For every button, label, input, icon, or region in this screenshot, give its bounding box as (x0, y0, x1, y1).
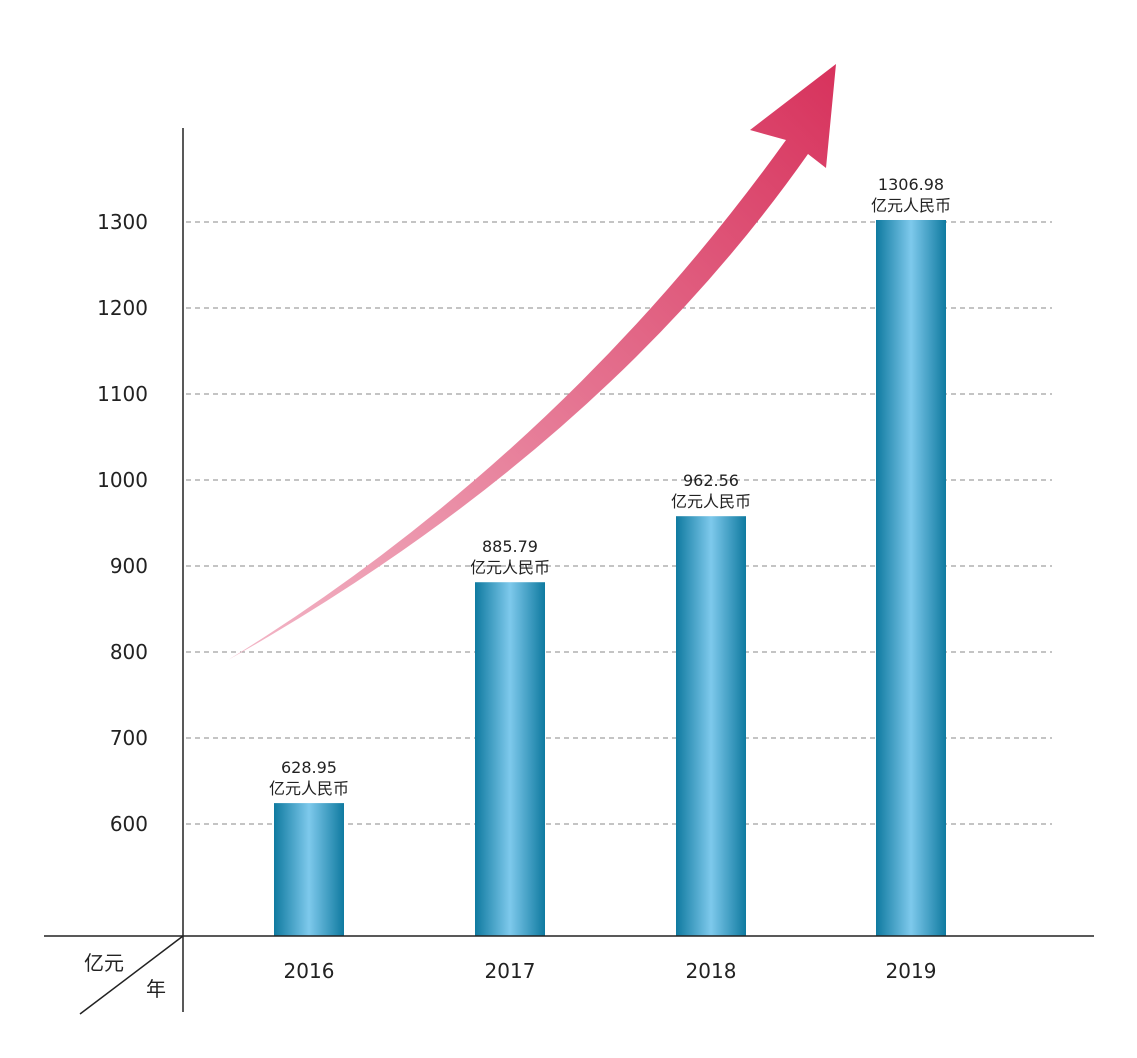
data-label-unit: 亿元人民币 (671, 492, 751, 511)
bars (274, 219, 946, 936)
y-tick-label: 1100 (97, 382, 148, 406)
y-tick-labels: 600 700 800 900 1000 1100 1200 1300 (97, 210, 148, 836)
y-axis-unit-label: 亿元 (84, 951, 124, 975)
x-tick-label-2018: 2018 (686, 959, 737, 983)
x-tick-labels: 2016 2017 2018 2019 (284, 959, 937, 983)
data-label-value: 962.56 (683, 471, 739, 490)
y-tick-label: 800 (110, 640, 148, 664)
data-label-unit: 亿元人民币 (269, 779, 349, 798)
x-tick-label-2016: 2016 (284, 959, 335, 983)
y-tick-label: 900 (110, 554, 148, 578)
y-tick-label: 1000 (97, 468, 148, 492)
data-label-unit: 亿元人民币 (871, 196, 951, 215)
bar-2017 (475, 582, 545, 936)
data-label-value: 1306.98 (878, 175, 944, 194)
bar-2018 (676, 516, 746, 936)
gridlines (186, 221, 1052, 825)
data-label-value: 628.95 (281, 758, 337, 777)
y-tick-label: 700 (110, 726, 148, 750)
y-tick-label: 600 (110, 812, 148, 836)
y-tick-label: 1200 (97, 296, 148, 320)
bar-2016 (274, 803, 344, 936)
data-label-unit: 亿元人民币 (470, 558, 550, 577)
data-labels: 628.95 亿元人民币 885.79 亿元人民币 962.56 亿元人民币 1306.98… (269, 175, 951, 798)
x-tick-label-2019: 2019 (886, 959, 937, 983)
y-tick-label: 1300 (97, 210, 148, 234)
data-label-value: 885.79 (482, 537, 538, 556)
trend-arrow-icon (228, 64, 836, 660)
x-axis-unit-label: 年 (146, 977, 166, 1001)
x-tick-label-2017: 2017 (485, 959, 536, 983)
corner-diagonal (79, 935, 184, 1015)
bar-2019 (876, 219, 946, 936)
